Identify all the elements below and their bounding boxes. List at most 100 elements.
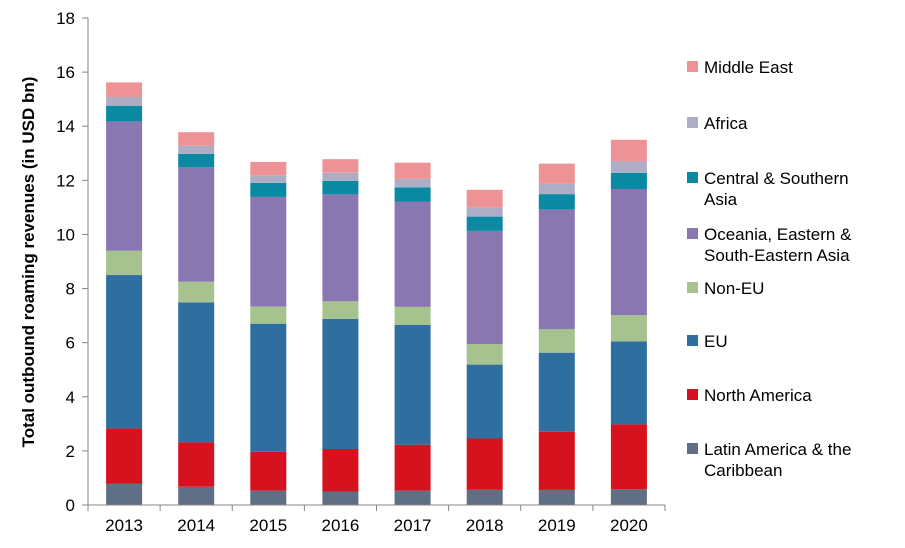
bar-segment-2014-5	[178, 153, 215, 168]
bar-segment-2014-2	[178, 302, 215, 443]
legend-label: Latin America & the Caribbean	[704, 440, 851, 480]
y-tick-label: 0	[66, 496, 75, 515]
bar-segment-2018-5	[466, 216, 503, 231]
y-tick-label: 16	[56, 63, 75, 82]
bar-segment-2016-3	[322, 301, 359, 319]
legend-item: Africa	[687, 114, 748, 133]
x-tick-label: 2018	[466, 516, 504, 535]
legend-swatch	[687, 228, 698, 239]
bar-segment-2016-2	[322, 318, 359, 449]
bar-segment-2017-2	[394, 324, 431, 445]
bar-segment-2013-0	[106, 483, 143, 505]
legend-item: Non-EU	[687, 279, 764, 298]
bar-segment-2019-4	[538, 209, 575, 330]
bar-segment-2020-4	[610, 189, 647, 316]
legend-item: Oceania, Eastern & South-Eastern Asia	[687, 225, 852, 265]
y-axis-label: Total outbound roaming revenues (in USD …	[19, 77, 38, 448]
bar-segment-2017-4	[394, 201, 431, 307]
bar-segment-2020-7	[610, 139, 647, 162]
bar-segment-2018-0	[466, 489, 503, 505]
bar-segment-2015-6	[250, 175, 287, 183]
bar-segment-2016-1	[322, 449, 359, 492]
legend-label: EU	[704, 332, 728, 351]
bar-segment-2018-2	[466, 364, 503, 439]
bar-segment-2014-4	[178, 167, 215, 282]
bar-segment-2018-1	[466, 438, 503, 490]
bar-segment-2014-7	[178, 132, 215, 146]
x-tick-label: 2013	[105, 516, 143, 535]
legend-swatch	[687, 335, 698, 346]
legend-item: Central & Southern Asia	[687, 169, 849, 209]
bar-segment-2013-2	[106, 275, 143, 429]
x-tick-label: 2016	[321, 516, 359, 535]
legend-swatch	[687, 389, 698, 400]
y-tick-label: 4	[66, 388, 75, 407]
legend-item: Latin America & the Caribbean	[687, 440, 851, 480]
legend-label: Oceania, Eastern & South-Eastern Asia	[704, 225, 852, 265]
bar-segment-2014-3	[178, 281, 215, 303]
bar-segment-2018-3	[466, 344, 503, 365]
bar-segment-2013-3	[106, 250, 143, 276]
x-tick-label: 2020	[610, 516, 648, 535]
legend: Middle East Africa Central & Southern Asia O…	[687, 58, 852, 480]
bar-segment-2015-5	[250, 182, 287, 197]
bar-segment-2013-4	[106, 121, 143, 251]
legend-label: Africa	[704, 114, 748, 133]
legend-swatch	[687, 172, 698, 183]
legend-swatch	[687, 443, 698, 454]
bar-segment-2017-6	[394, 179, 431, 188]
bar-segment-2020-5	[610, 172, 647, 189]
bar-segment-2013-1	[106, 428, 143, 484]
bar-segment-2014-1	[178, 442, 215, 487]
bar-segment-2018-4	[466, 230, 503, 344]
bar-segment-2020-0	[610, 489, 647, 505]
bar-segment-2018-7	[466, 189, 503, 208]
bar-segment-2019-7	[538, 163, 575, 184]
bar-segment-2014-0	[178, 486, 215, 505]
bar-segment-2017-3	[394, 307, 431, 325]
bar-segment-2015-2	[250, 323, 287, 452]
x-tick-label: 2015	[249, 516, 287, 535]
bar-segment-2016-5	[322, 180, 359, 195]
bar-segment-2017-5	[394, 187, 431, 202]
bar-segment-2019-1	[538, 431, 575, 490]
bar-segment-2015-3	[250, 306, 287, 324]
bar-segment-2020-3	[610, 315, 647, 342]
bar-segment-2016-4	[322, 194, 359, 302]
legend-label: Central & Southern Asia	[704, 169, 849, 209]
bar-segment-2016-6	[322, 172, 359, 181]
legend-item: EU	[687, 332, 728, 351]
bar-segment-2013-7	[106, 82, 143, 97]
plot-area: 2013 2014 2015 2016 2017 2018 2019 2020 0 2 4 6 8 10 1…	[56, 9, 666, 535]
bar-segment-2013-5	[106, 105, 143, 122]
x-tick-label: 2014	[177, 516, 215, 535]
bar-segment-2017-7	[394, 162, 431, 179]
x-tick-label: 2019	[538, 516, 576, 535]
bar-segment-2016-7	[322, 159, 359, 173]
bar-segment-2018-6	[466, 207, 503, 217]
y-tick-label: 14	[56, 117, 75, 136]
bar-segment-2019-2	[538, 352, 575, 432]
bar-segment-2019-6	[538, 183, 575, 195]
bar-segment-2014-6	[178, 145, 215, 154]
bar-segment-2019-0	[538, 489, 575, 505]
y-tick-label: 6	[66, 334, 75, 353]
bar-segment-2013-6	[106, 97, 143, 106]
y-tick-label: 18	[56, 9, 75, 28]
bar-segment-2019-5	[538, 194, 575, 210]
bar-segment-2015-4	[250, 196, 287, 307]
bar-segment-2020-1	[610, 424, 647, 490]
legend-label: Non-EU	[704, 279, 764, 298]
x-tick-label: 2017	[394, 516, 432, 535]
bar-segment-2017-0	[394, 490, 431, 505]
legend-label: Middle East	[704, 58, 793, 77]
y-tick-label: 2	[66, 442, 75, 461]
bar-segment-2020-2	[610, 341, 647, 425]
legend-swatch	[687, 117, 698, 128]
bar-segment-2019-3	[538, 329, 575, 353]
bar-segment-2017-1	[394, 444, 431, 491]
bar-segment-2016-0	[322, 491, 359, 505]
y-tick-label: 10	[56, 225, 75, 244]
y-tick-label: 12	[56, 171, 75, 190]
